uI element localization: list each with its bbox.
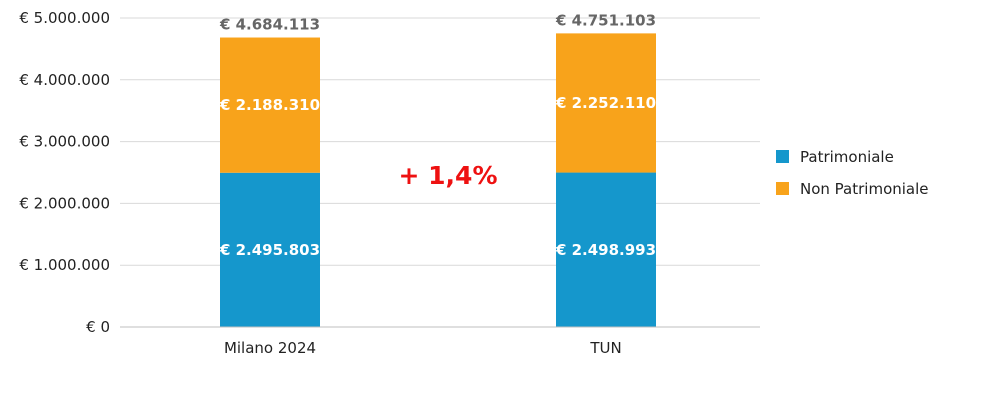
percent-change-annotation: + 1,4% (399, 161, 498, 190)
bar-segment-value-label: € 2.188.310 (219, 96, 320, 114)
gridlines (120, 17, 760, 266)
y-tick-label: € 3.000.000 (19, 133, 110, 151)
bar-total-label: € 4.751.103 (555, 11, 656, 29)
bar-segment-patrimoniale (556, 172, 656, 327)
legend-swatch (776, 182, 789, 195)
y-tick-label: € 4.000.000 (19, 71, 110, 89)
bars: € 2.495.803 € 2.188.310 € 2.498.993 € 2.252… (219, 33, 656, 327)
bar-segment-value-label: € 2.498.993 (555, 241, 656, 259)
x-category-label: Milano 2024 (224, 339, 316, 357)
y-tick-label: € 2.000.000 (19, 194, 110, 212)
legend-label: Patrimoniale (800, 148, 894, 166)
bar-segment-value-label: € 2.252.110 (555, 94, 656, 112)
y-tick-label: € 1.000.000 (19, 256, 110, 274)
bar-segment-patrimoniale (220, 172, 320, 327)
bar-segment-value-label: € 2.495.803 (219, 241, 320, 259)
y-axis-tick-labels: € 0 € 1.000.000 € 2.000.000 € 3.000.000 € 4.… (19, 9, 110, 336)
x-axis-category-labels: Milano 2024 TUN (224, 339, 622, 357)
y-tick-label: € 5.000.000 (19, 9, 110, 27)
bar-total-labels: € 4.684.113 € 4.751.103 (219, 11, 656, 33)
y-tick-label: € 0 (86, 318, 110, 336)
legend-swatch (776, 150, 789, 163)
bar-segment-non-patrimoniale (220, 37, 320, 173)
x-category-label: TUN (589, 339, 621, 357)
bar-total-label: € 4.684.113 (219, 16, 320, 34)
legend-label: Non Patrimoniale (800, 180, 929, 198)
bar-segment-non-patrimoniale (556, 33, 656, 173)
legend: Patrimoniale Non Patrimoniale (776, 148, 929, 198)
